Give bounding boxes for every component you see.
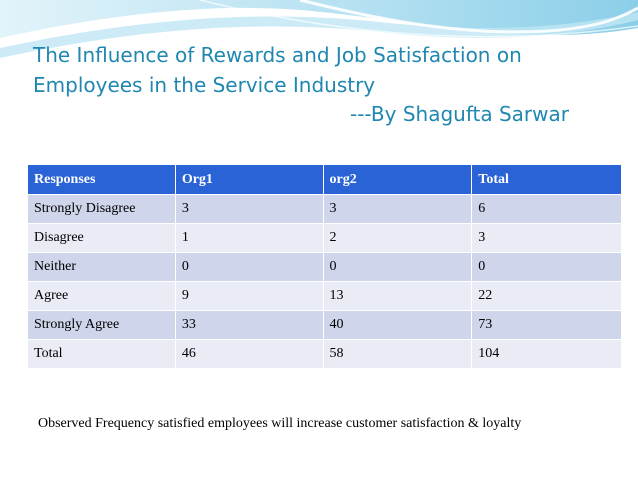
table-row: Strongly Agree 33 40 73: [27, 310, 622, 340]
table-cell: 2: [322, 223, 473, 253]
table-cell: 3: [322, 194, 473, 224]
table-row: Neither 0 0 0: [27, 252, 622, 282]
table-row: Disagree 1 2 3: [27, 223, 622, 253]
header-responses: Responses: [27, 164, 176, 195]
table-cell: 6: [471, 194, 622, 224]
frequency-table: Responses Org1 org2 Total Strongly Disag…: [27, 164, 622, 369]
table-cell: Disagree: [27, 223, 176, 253]
table-row: Total 46 58 104: [27, 339, 622, 369]
table-row: Strongly Disagree 3 3 6: [27, 194, 622, 224]
table-row: Agree 9 13 22: [27, 281, 622, 311]
table-cell: 1: [174, 223, 324, 253]
table-cell: 13: [322, 281, 473, 311]
table-header-row: Responses Org1 org2 Total: [27, 164, 622, 195]
header-wave-decoration: [0, 0, 638, 58]
table-cell: 0: [174, 252, 324, 282]
table-cell: 46: [174, 339, 324, 369]
author-byline: ---By Shagufta Sarwar: [349, 102, 569, 126]
table-cell: 3: [471, 223, 622, 253]
table-cell: 73: [471, 310, 622, 340]
table-cell: 40: [322, 310, 473, 340]
table-cell: Strongly Disagree: [27, 194, 176, 224]
header-org1: Org1: [174, 164, 324, 195]
header-org2: org2: [322, 164, 473, 195]
table-cell: 22: [471, 281, 622, 311]
title-line-2: Employees in the Service Industry: [33, 73, 376, 97]
table-cell: 33: [174, 310, 324, 340]
table-cell: Neither: [27, 252, 176, 282]
header-total: Total: [471, 164, 622, 195]
table-cell: 9: [174, 281, 324, 311]
table-cell: 104: [471, 339, 622, 369]
slide-title: The Influence of Rewards and Job Satisfa…: [33, 40, 623, 100]
title-line-1: The Influence of Rewards and Job Satisfa…: [33, 43, 522, 67]
table-cell: Agree: [27, 281, 176, 311]
table-cell: 0: [471, 252, 622, 282]
table-cell: 58: [322, 339, 473, 369]
observation-note: Observed Frequency satisfied employees w…: [38, 416, 522, 431]
table-cell: 0: [322, 252, 473, 282]
table-cell: 3: [174, 194, 324, 224]
table-cell: Strongly Agree: [27, 310, 176, 340]
table-cell: Total: [27, 339, 176, 369]
